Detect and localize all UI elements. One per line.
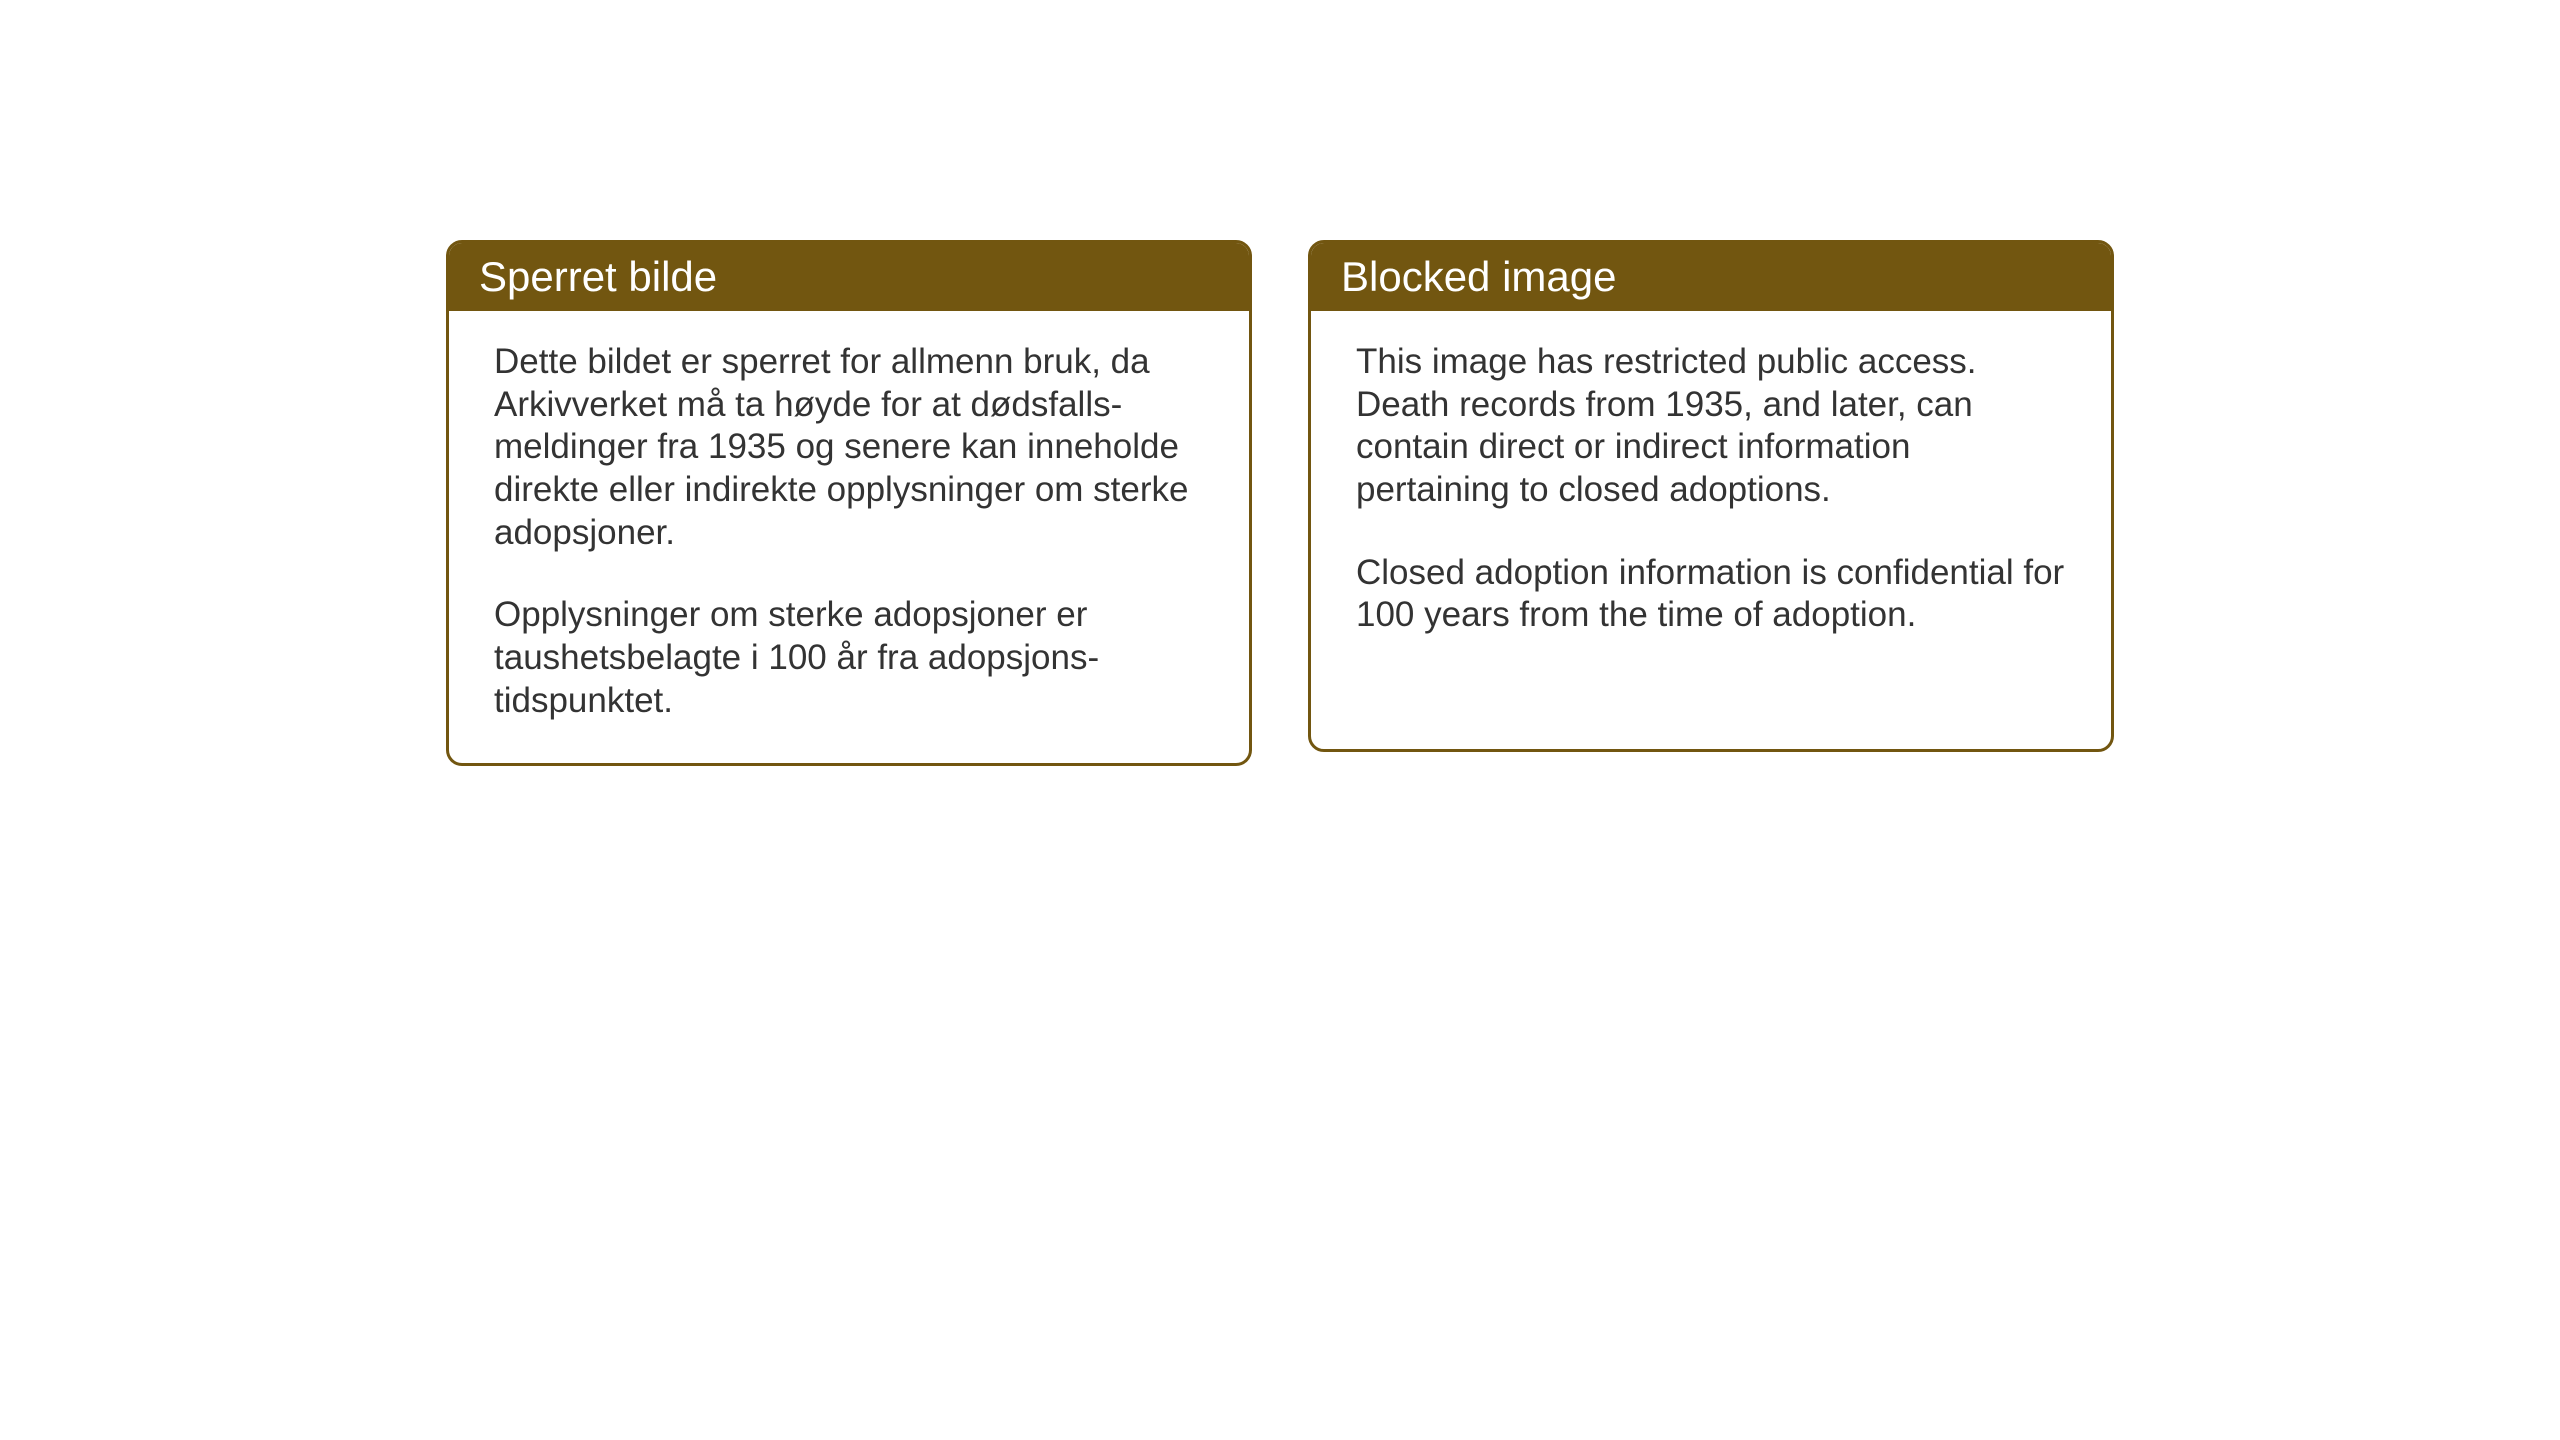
card-title-norwegian: Sperret bilde	[479, 253, 717, 300]
card-header-norwegian: Sperret bilde	[449, 243, 1249, 311]
card-paragraph-english-1: This image has restricted public access.…	[1356, 341, 2066, 512]
notice-card-norwegian: Sperret bilde Dette bildet er sperret fo…	[446, 240, 1252, 766]
card-body-norwegian: Dette bildet er sperret for allmenn bruk…	[449, 311, 1249, 763]
notice-container: Sperret bilde Dette bildet er sperret fo…	[446, 240, 2114, 766]
card-paragraph-english-2: Closed adoption information is confident…	[1356, 552, 2066, 637]
notice-card-english: Blocked image This image has restricted …	[1308, 240, 2114, 752]
card-paragraph-norwegian-1: Dette bildet er sperret for allmenn bruk…	[494, 341, 1204, 554]
card-paragraph-norwegian-2: Opplysninger om sterke adopsjoner er tau…	[494, 594, 1204, 722]
card-body-english: This image has restricted public access.…	[1311, 311, 2111, 677]
card-title-english: Blocked image	[1341, 253, 1616, 300]
card-header-english: Blocked image	[1311, 243, 2111, 311]
